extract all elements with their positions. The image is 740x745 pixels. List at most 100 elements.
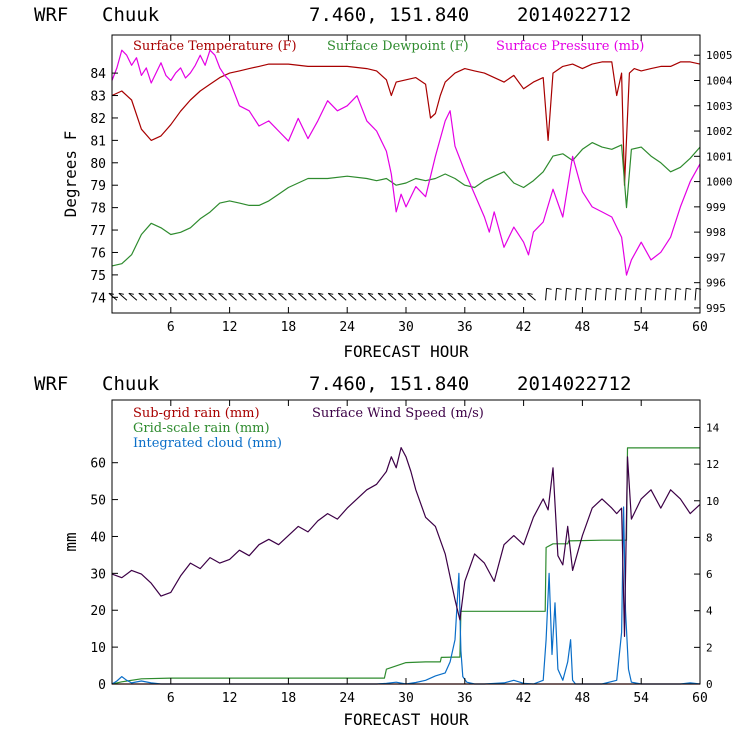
chart-1-y-tick-label: 78 [90, 202, 106, 217]
chart-1-x-axis-label: FORECAST HOUR [343, 342, 469, 361]
wind-barb [487, 292, 497, 301]
wind-barb [238, 292, 247, 301]
wind-barb [634, 287, 642, 301]
chart-2-legend-subgrid-rain: Sub-grid rain (mm) [133, 406, 260, 421]
wind-barb [128, 292, 138, 301]
wind-barb [654, 287, 662, 301]
chart-1-series-surface-dewpoint [111, 142, 701, 267]
chart-1-frame [111, 34, 701, 314]
wind-barb [118, 292, 128, 301]
chart-1-y2-tick-label: 998 [706, 226, 726, 239]
chart-1-y-tick-label: 76 [90, 246, 106, 261]
chart-1-y-tick-label: 83 [90, 90, 106, 105]
chart-1-y2-tick-label: 1002 [706, 125, 733, 138]
wind-barb [327, 292, 337, 301]
chart-1-init-time: 2014022712 [517, 4, 631, 26]
chart-2: WRF Chuuk 7.460, 151.840 2014022712 6 12 1… [34, 373, 720, 729]
chart-1-y2-tick-label: 1000 [706, 176, 733, 189]
chart-2-x-tick-label: 12 [222, 691, 238, 706]
wind-barb [447, 292, 457, 301]
wind-barb [407, 292, 417, 301]
wind-barb [417, 292, 427, 301]
chart-1-y-axis-label: Degrees F [61, 131, 80, 218]
chart-2-y2-tick-label: 8 [706, 531, 713, 544]
chart-1-axes: 6 12 18 24 30 36 42 48 54 60 74 75 76 77 78 79 80 81 82 83 8… [90, 35, 733, 335]
wind-barb [497, 292, 507, 301]
chart-1-x-tick-label: 18 [281, 320, 297, 335]
wind-barb [674, 287, 682, 301]
chart-1-y-tick-label: 82 [90, 112, 106, 127]
chart-1-y-tick-label: 74 [90, 291, 106, 306]
chart-2-x-tick-label: 60 [692, 691, 708, 706]
wind-barb [148, 292, 158, 301]
chart-2-x-tick-label: 54 [633, 691, 649, 706]
wind-barb [397, 292, 407, 301]
wind-barb [198, 292, 207, 301]
wind-barb [664, 287, 672, 301]
wind-barb [574, 287, 582, 301]
chart-1-x-tick-label: 24 [339, 320, 355, 335]
chart-1: WRF Chuuk 7.460, 151.840 2014022712 6 12 1… [34, 4, 733, 361]
chart-1-y2-tick-label: 1003 [706, 100, 733, 113]
chart-1-y2-tick-label: 995 [706, 302, 726, 315]
chart-1-x-tick-label: 36 [457, 320, 473, 335]
wind-barb [457, 292, 467, 301]
wind-barb [614, 287, 622, 301]
chart-2-y2-tick-label: 10 [706, 495, 719, 508]
wind-barb [258, 292, 267, 301]
chart-1-model: WRF [34, 4, 68, 26]
wind-barb [178, 292, 188, 301]
chart-2-series-grid-scale-rain [111, 447, 700, 685]
wind-barb [278, 292, 287, 301]
chart-2-init-time: 2014022712 [517, 373, 631, 395]
chart-2-y2-tick-label: 6 [706, 568, 713, 581]
wind-barb [387, 292, 397, 301]
chart-2-x-tick-label: 18 [281, 691, 297, 706]
chart-2-y2-tick-label: 2 [706, 641, 713, 654]
chart-1-x-tick-label: 12 [222, 320, 238, 335]
chart-2-axes: 6 12 18 24 30 36 42 48 54 60010203040506002468101… [90, 400, 720, 706]
chart-2-legend-gridscale-rain: Grid-scale rain (mm) [133, 421, 270, 436]
wind-barb [467, 292, 477, 301]
chart-1-x-tick-label: 48 [575, 320, 591, 335]
chart-1-legend-dewpoint: Surface Dewpoint (F) [327, 39, 469, 54]
chart-2-y2-tick-label: 12 [706, 458, 719, 471]
chart-1-x-tick-label: 6 [167, 320, 175, 335]
chart-1-coords: 7.460, 151.840 [309, 4, 469, 26]
wind-barb [168, 292, 178, 301]
chart-1-y-tick-label: 80 [90, 157, 106, 172]
chart-2-y-tick-label: 20 [90, 604, 106, 619]
wind-barb [437, 292, 447, 301]
wind-barb [555, 287, 562, 301]
chart-2-model: WRF [34, 373, 68, 395]
wind-barb [584, 287, 592, 301]
chart-1-y2-tick-label: 1001 [706, 150, 733, 163]
chart-1-y-tick-label: 84 [90, 67, 106, 82]
chart-2-y2-tick-label: 14 [706, 421, 720, 434]
wind-barb [347, 292, 357, 301]
wind-barb [377, 292, 387, 301]
chart-1-legend-pressure: Surface Pressure (mb) [496, 39, 644, 54]
wind-barb [427, 292, 437, 301]
chart-1-y2-tick-label: 997 [706, 251, 726, 264]
wind-barb [684, 287, 692, 301]
chart-2-y-tick-label: 0 [98, 678, 106, 693]
chart-2-series-surface-wind-speed [111, 447, 701, 638]
wind-barb [208, 292, 217, 301]
chart-1-y-tick-label: 81 [90, 134, 106, 149]
wind-barb [477, 292, 487, 301]
chart-1-x-tick-label: 30 [398, 320, 414, 335]
chart-1-wind-barbs [108, 287, 702, 301]
chart-2-series-integrated-cloud [111, 506, 701, 685]
chart-1-station: Chuuk [102, 4, 160, 26]
chart-2-x-tick-label: 6 [167, 691, 175, 706]
wind-barb [644, 287, 652, 301]
wind-barb [367, 292, 377, 301]
wind-barb [188, 292, 197, 301]
wind-barb [565, 287, 572, 301]
wind-barb [248, 292, 257, 301]
wind-barb [517, 292, 526, 301]
wind-barb [357, 292, 367, 301]
chart-2-x-tick-label: 36 [457, 691, 473, 706]
